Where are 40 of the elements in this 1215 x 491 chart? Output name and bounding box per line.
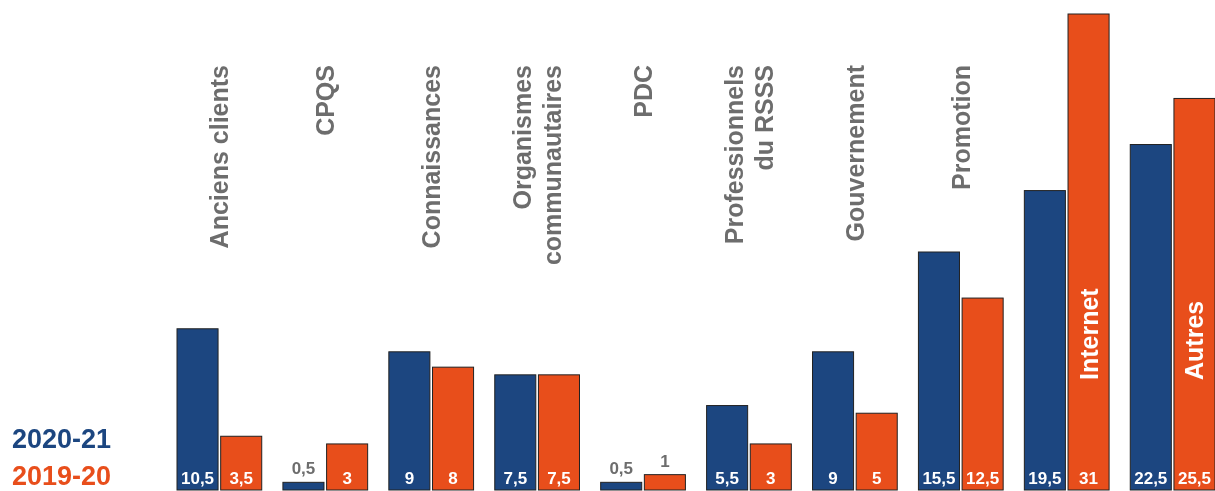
data-label: 7,5	[547, 469, 571, 488]
data-label: 3	[766, 469, 776, 488]
bar	[706, 405, 749, 491]
bar	[855, 412, 898, 491]
bar	[494, 374, 537, 491]
data-label: 3	[342, 469, 352, 488]
x-tick-label: Internet	[1074, 287, 1103, 380]
data-label: 15,5	[922, 469, 956, 488]
data-label: 3,5	[229, 469, 254, 488]
text: 2020-21	[12, 424, 112, 454]
x-tick-label: Professionnels du RSSS	[719, 65, 778, 245]
data-label: 0,5	[609, 459, 634, 479]
data-label: 25,5	[1177, 469, 1212, 488]
x-tick-label: Anciens clients	[205, 65, 234, 249]
data-label: 7,5	[503, 469, 528, 488]
x-tick-label: Autres	[1180, 300, 1209, 380]
x-tick-label: PDC	[629, 65, 658, 118]
x-tick-label: CPQS	[311, 65, 340, 136]
bar	[812, 351, 855, 491]
x-tick-label: Gouvernement	[840, 64, 869, 242]
data-label: 9	[404, 469, 415, 488]
data-label: 5	[871, 469, 882, 488]
bar	[600, 481, 643, 491]
bar	[749, 443, 792, 491]
data-label: 22,5	[1134, 469, 1168, 488]
x-tick-label: Promotion	[946, 65, 975, 190]
data-label: 12,5	[966, 469, 1000, 488]
data-label: 5,5	[715, 469, 739, 488]
data-label: 0,5	[291, 459, 316, 479]
data-label: 19,5	[1028, 469, 1062, 488]
data-label: 8	[448, 469, 458, 488]
data-label: 10,5	[180, 469, 215, 488]
bar	[643, 474, 686, 491]
x-tick-label: Organismes communautaires	[508, 65, 567, 266]
data-label: 9	[828, 469, 838, 488]
bar	[537, 374, 580, 491]
data-label: 31	[1079, 469, 1099, 488]
x-tick-label: Connaissances	[417, 65, 446, 249]
data-label: 1	[660, 451, 670, 471]
text: 2019-20	[12, 461, 112, 491]
